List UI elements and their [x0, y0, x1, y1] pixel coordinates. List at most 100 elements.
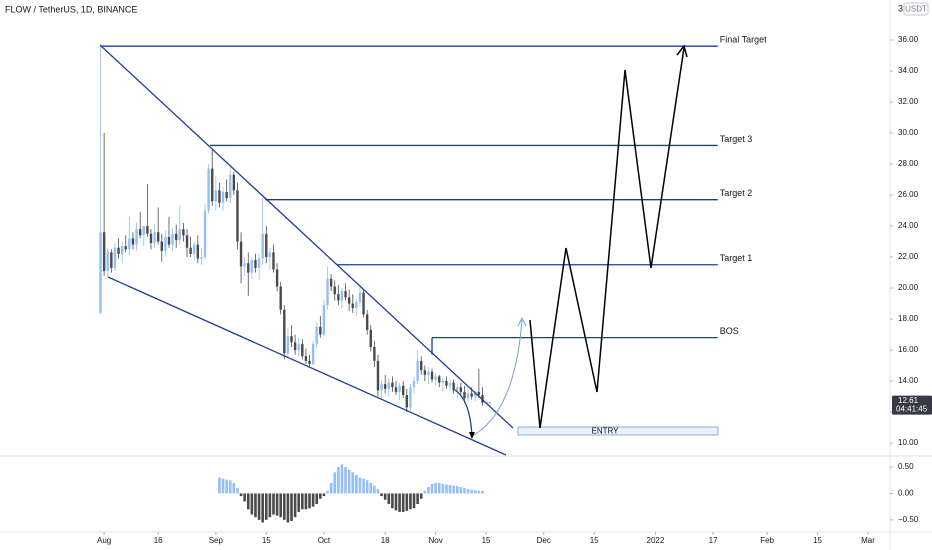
y-tick-label: 30.00 — [898, 128, 919, 137]
histogram-bar — [308, 493, 311, 509]
candle-body — [329, 278, 333, 287]
candle-body — [441, 381, 445, 383]
candle-body — [102, 232, 106, 271]
candle-body — [319, 326, 322, 335]
histogram-bar — [337, 467, 340, 494]
candle-body — [333, 286, 336, 295]
histogram-bar — [301, 493, 304, 510]
candle-body — [156, 232, 160, 242]
histogram-bar — [326, 490, 329, 494]
candle-body — [110, 252, 113, 268]
histogram-bar — [358, 477, 362, 494]
candle-body — [391, 382, 394, 388]
candle-body — [427, 371, 430, 375]
candle-body — [430, 371, 434, 380]
x-tick-label: 15 — [813, 536, 822, 545]
candle-body — [293, 342, 297, 351]
histogram-bar — [279, 493, 282, 518]
histogram-bar — [218, 477, 221, 494]
candle-body — [232, 174, 236, 191]
candle-body — [279, 286, 282, 310]
candle-body — [459, 387, 463, 392]
histogram-bar — [319, 493, 322, 499]
histogram-bar — [311, 493, 315, 507]
x-tick-label: Mar — [861, 536, 875, 545]
projection-arrowhead — [676, 44, 688, 58]
candle-body — [203, 210, 207, 258]
x-tick-label: Sep — [209, 536, 224, 545]
x-tick-label: Oct — [318, 536, 331, 545]
histogram-bar — [466, 489, 470, 494]
histogram-bar — [232, 482, 236, 494]
candle-body — [236, 190, 239, 242]
x-tick-label: Feb — [760, 536, 774, 545]
wedge-lower — [107, 276, 507, 456]
candle-body — [229, 174, 232, 199]
candle-body — [117, 247, 120, 254]
target-label: Target 2 — [720, 188, 753, 198]
candle-body — [470, 393, 473, 397]
candle-body — [193, 244, 196, 254]
candle-body — [290, 336, 293, 343]
histogram-bar — [409, 493, 412, 510]
histogram-bar — [448, 484, 452, 494]
histogram-bar — [405, 493, 409, 511]
candle-body — [225, 191, 228, 199]
y-tick-label: 34.00 — [898, 66, 919, 75]
candle-body — [167, 236, 171, 245]
candle-body — [124, 246, 127, 250]
target-label: Final Target — [720, 35, 767, 45]
histogram-bar — [290, 493, 293, 521]
histogram-bar — [380, 493, 383, 497]
histogram-bar — [434, 482, 437, 494]
histogram-bar — [441, 483, 445, 494]
x-tick-label: 17 — [709, 536, 718, 545]
x-tick-label: Nov — [429, 536, 443, 545]
currency-box — [903, 2, 929, 16]
histogram-bar — [228, 480, 232, 494]
candle-body — [477, 391, 481, 396]
candle-body — [153, 232, 156, 244]
candle-body — [160, 241, 163, 251]
candle-body — [448, 382, 452, 386]
histogram-bar — [293, 493, 297, 518]
candle-body — [146, 226, 149, 234]
candle-body — [474, 391, 477, 397]
candle-body — [268, 252, 272, 258]
candle-body — [402, 385, 405, 396]
candle-body — [211, 168, 214, 202]
candle-body — [243, 263, 246, 267]
histogram-bar — [419, 493, 423, 499]
candle-body — [113, 247, 117, 268]
candle-body — [315, 326, 318, 344]
projection-path — [529, 47, 685, 429]
candle-body — [481, 395, 484, 403]
candle-body — [131, 238, 135, 245]
candle-body — [272, 252, 275, 270]
dip-arrowhead — [469, 432, 475, 439]
candle-body — [326, 278, 329, 306]
candle-body — [171, 233, 174, 245]
y-tick-label: 20.00 — [898, 283, 919, 292]
candle-body — [369, 329, 372, 347]
histogram-bar — [473, 490, 477, 494]
dip-arrow — [454, 389, 473, 437]
histogram-bar — [250, 493, 254, 515]
histogram-bar — [376, 489, 380, 494]
candle-body — [337, 294, 340, 301]
candle-body — [200, 257, 203, 259]
candle-body — [135, 229, 138, 245]
candle-body — [398, 385, 401, 392]
histogram-bar — [333, 472, 337, 494]
histogram-bar — [437, 482, 441, 494]
candle-body — [322, 305, 326, 335]
histogram-bar — [286, 493, 290, 523]
x-tick-label: Aug — [97, 536, 111, 545]
last-price-label: 12.61 — [898, 396, 919, 405]
histogram-bar — [347, 469, 351, 494]
target-label: BOS — [720, 326, 739, 336]
y-tick-label: 22.00 — [898, 252, 919, 261]
indicator-y-tick-label: −0.50 — [898, 515, 919, 524]
histogram-bar — [427, 487, 430, 494]
candle-body — [445, 381, 448, 386]
